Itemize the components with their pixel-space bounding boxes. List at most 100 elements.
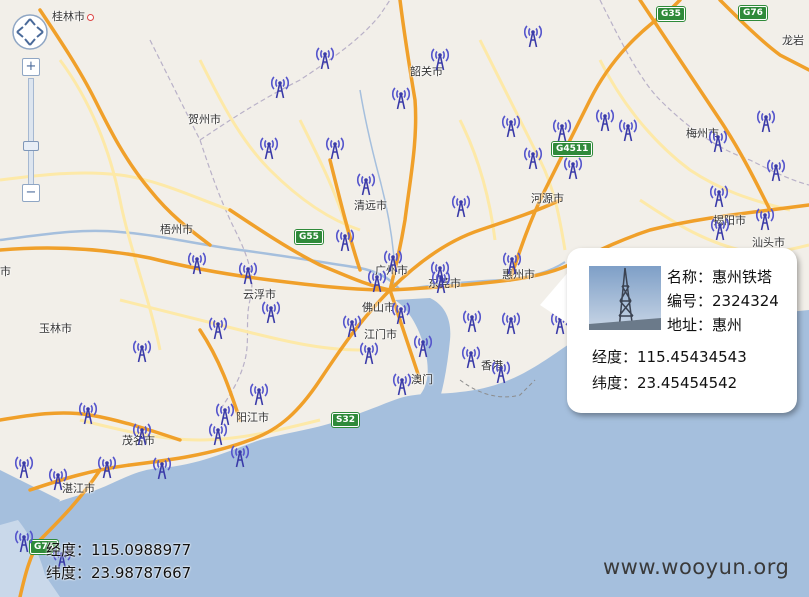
city-label[interactable]: 梧州市 xyxy=(160,221,193,237)
signal-tower-icon[interactable] xyxy=(490,358,512,384)
pan-control-icon[interactable] xyxy=(11,13,49,51)
signal-tower-icon[interactable] xyxy=(765,156,787,182)
signal-tower-icon[interactable] xyxy=(96,453,118,479)
tower-photo xyxy=(589,266,661,330)
signal-tower-icon[interactable] xyxy=(131,337,153,363)
city-label[interactable]: 桂林市 xyxy=(52,8,94,24)
zoom-track[interactable] xyxy=(28,78,34,185)
city-name: 梧州市 xyxy=(160,223,193,236)
city-label[interactable]: 梅州市 xyxy=(686,125,719,141)
city-label[interactable]: 汕头市 xyxy=(752,234,785,250)
signal-tower-icon[interactable] xyxy=(207,314,229,340)
signal-tower-icon[interactable] xyxy=(207,420,229,446)
signal-tower-icon[interactable] xyxy=(708,182,730,208)
info-window[interactable]: 名称：惠州铁塔 编号：2324324 地址：惠州 经度：115.45434543… xyxy=(567,248,797,413)
highway-shield-g55: G55 xyxy=(294,229,324,245)
zoom-in-button[interactable]: + xyxy=(22,58,40,76)
city-label[interactable]: 广州市 xyxy=(375,262,408,278)
signal-tower-icon[interactable] xyxy=(522,144,544,170)
zoom-out-button[interactable]: − xyxy=(22,184,40,202)
city-name: 澳门 xyxy=(411,373,433,386)
highway-shield-g75: G75 xyxy=(29,539,59,555)
city-label[interactable]: 云浮市 xyxy=(243,286,276,302)
tower-address-value: 惠州 xyxy=(712,316,743,334)
signal-tower-icon[interactable] xyxy=(430,268,452,294)
signal-tower-icon[interactable] xyxy=(500,309,522,335)
zoom-slider-handle[interactable] xyxy=(23,141,39,151)
city-label[interactable]: 澳门 xyxy=(411,371,433,387)
city-label[interactable]: 韶关市 xyxy=(410,63,443,79)
signal-tower-icon[interactable] xyxy=(77,399,99,425)
signal-tower-icon[interactable] xyxy=(258,134,280,160)
signal-tower-icon[interactable] xyxy=(562,154,584,180)
signal-tower-icon[interactable] xyxy=(51,544,73,570)
signal-tower-icon[interactable] xyxy=(355,170,377,196)
city-label[interactable]: 河源市 xyxy=(531,190,564,206)
city-label[interactable]: 阳江市 xyxy=(236,409,269,425)
signal-tower-icon[interactable] xyxy=(131,420,153,446)
cursor-latitude-readout: 纬度：23.98787667 xyxy=(46,562,191,583)
signal-tower-icon[interactable] xyxy=(47,465,69,491)
city-label[interactable]: 佛山市 xyxy=(362,299,395,315)
signal-tower-icon[interactable] xyxy=(390,299,412,325)
city-label[interactable]: 江门市 xyxy=(364,326,397,342)
city-dot xyxy=(87,13,94,21)
signal-tower-icon[interactable] xyxy=(324,134,346,160)
zoom-control[interactable]: + − xyxy=(22,58,40,204)
signal-tower-icon[interactable] xyxy=(500,112,522,138)
signal-tower-icon[interactable] xyxy=(248,380,270,406)
city-label[interactable]: 贺州市 xyxy=(188,111,221,127)
signal-tower-icon[interactable] xyxy=(13,527,35,553)
signal-tower-icon[interactable] xyxy=(269,73,291,99)
city-label[interactable]: 龙岩 xyxy=(782,32,804,48)
signal-tower-icon[interactable] xyxy=(358,339,380,365)
pan-control[interactable] xyxy=(11,13,49,51)
city-name: 东莞市 xyxy=(428,277,461,290)
signal-tower-icon[interactable] xyxy=(460,343,482,369)
tower-address-row: 地址：惠州 xyxy=(667,314,742,335)
city-name: 龙岩 xyxy=(782,34,804,47)
signal-tower-icon[interactable] xyxy=(214,400,236,426)
city-label[interactable]: 湛江市 xyxy=(62,480,95,496)
signal-tower-icon[interactable] xyxy=(382,247,404,273)
signal-tower-icon[interactable] xyxy=(501,249,523,275)
city-name: 广州市 xyxy=(375,264,408,277)
signal-tower-icon[interactable] xyxy=(237,259,259,285)
tower-name-row: 名称：惠州铁塔 xyxy=(667,266,772,287)
watermark: www.wooyun.org xyxy=(603,555,790,579)
city-name: 玉林市 xyxy=(39,322,72,335)
signal-tower-icon[interactable] xyxy=(450,192,472,218)
signal-tower-icon[interactable] xyxy=(755,107,777,133)
signal-tower-icon[interactable] xyxy=(551,116,573,142)
signal-tower-icon[interactable] xyxy=(594,106,616,132)
signal-tower-icon[interactable] xyxy=(13,453,35,479)
cursor-longitude-readout: 经度：115.0988977 xyxy=(46,539,191,560)
signal-tower-icon[interactable] xyxy=(709,215,731,241)
signal-tower-icon[interactable] xyxy=(151,454,173,480)
signal-tower-icon[interactable] xyxy=(429,45,451,71)
signal-tower-icon[interactable] xyxy=(754,205,776,231)
city-label[interactable]: 东莞市 xyxy=(428,275,461,291)
city-label[interactable]: 茂名市 xyxy=(122,432,155,448)
signal-tower-icon[interactable] xyxy=(341,312,363,338)
highway-shield-g76: G76 xyxy=(738,5,768,21)
city-label[interactable]: 惠州市 xyxy=(502,266,535,282)
signal-tower-icon[interactable] xyxy=(617,116,639,142)
signal-tower-icon[interactable] xyxy=(461,307,483,333)
signal-tower-icon[interactable] xyxy=(186,249,208,275)
signal-tower-icon[interactable] xyxy=(707,127,729,153)
signal-tower-icon[interactable] xyxy=(522,22,544,48)
signal-tower-icon[interactable] xyxy=(229,442,251,468)
signal-tower-icon[interactable] xyxy=(260,298,282,324)
city-label[interactable]: 玉林市 xyxy=(39,320,72,336)
signal-tower-icon[interactable] xyxy=(334,226,356,252)
city-label[interactable]: 市 xyxy=(0,263,11,279)
highway-shield-s32: S32 xyxy=(330,412,361,428)
signal-tower-icon[interactable] xyxy=(366,267,388,293)
signal-tower-icon[interactable] xyxy=(412,332,434,358)
signal-tower-icon[interactable] xyxy=(391,370,413,396)
signal-tower-icon[interactable] xyxy=(314,44,336,70)
signal-tower-icon[interactable] xyxy=(390,84,412,110)
city-label[interactable]: 清远市 xyxy=(354,197,387,213)
